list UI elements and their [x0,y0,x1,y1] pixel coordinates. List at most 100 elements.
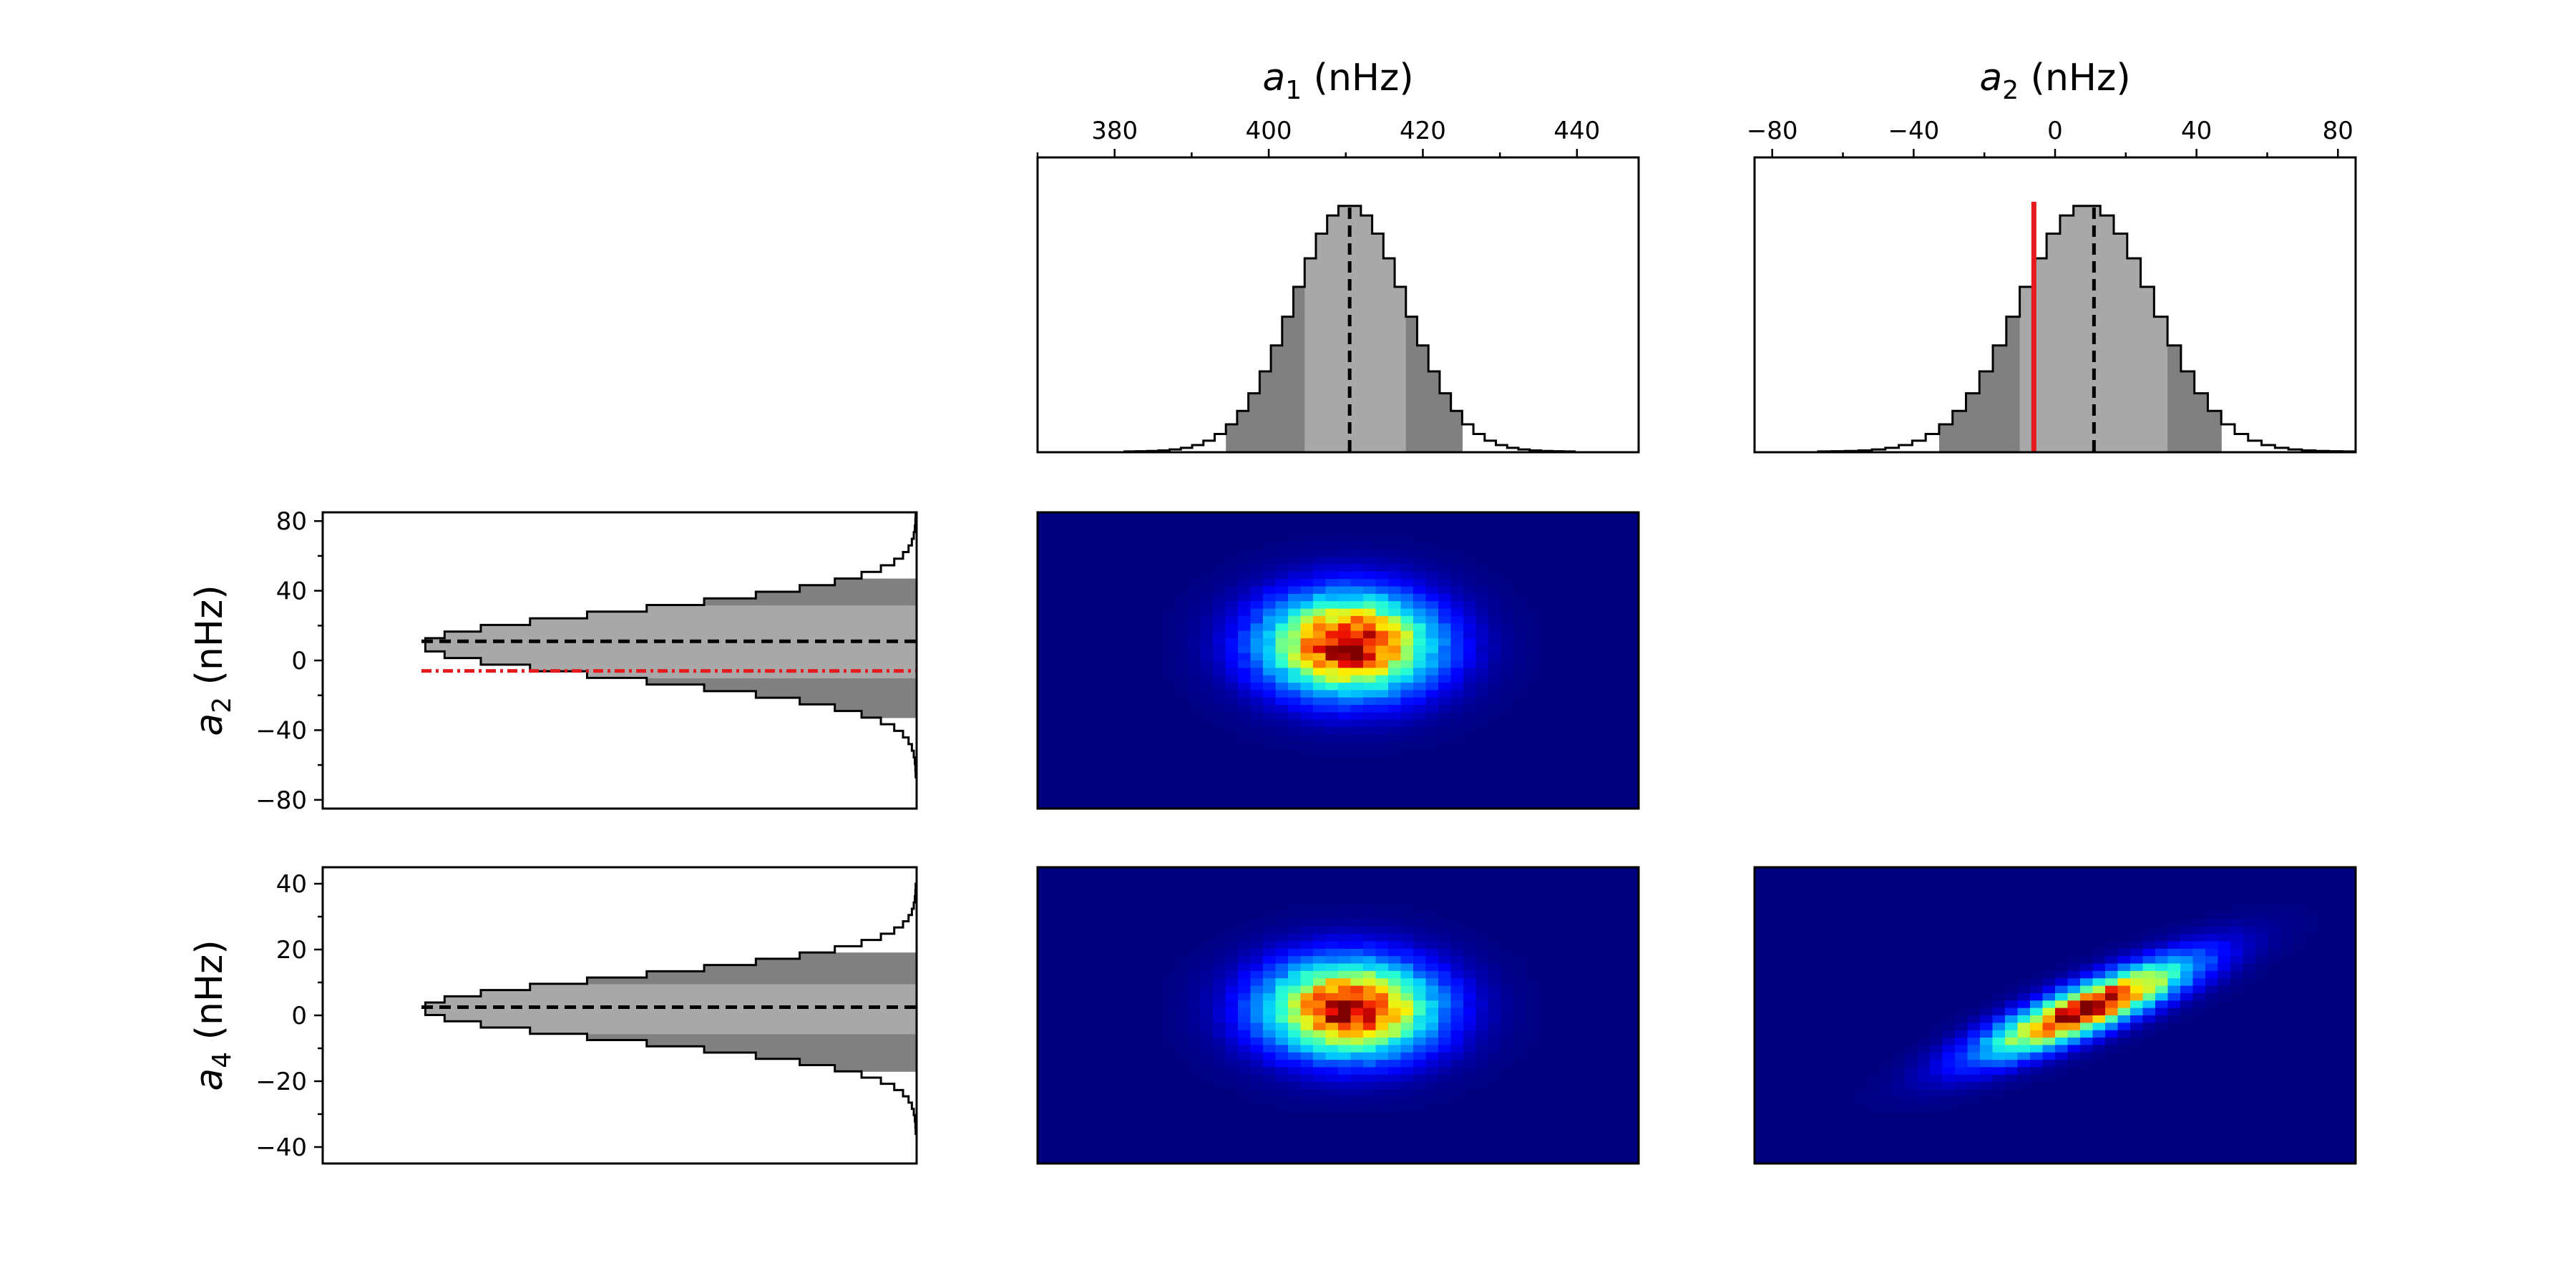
density-cell [1388,675,1402,683]
density-cell [1200,1023,1214,1031]
density-cell [1917,1089,1931,1098]
density-cell [1463,601,1477,610]
density-cell [1325,683,1339,691]
density-cell [1375,1023,1389,1031]
density-cell [2030,1008,2044,1016]
density-cell [1288,1096,1302,1105]
density-cell [2180,992,2194,1002]
density-cell [2205,978,2219,987]
density-cell [1213,683,1226,691]
density-cell [1438,956,1452,965]
density-cell [2105,970,2119,980]
density-cell [1338,956,1352,965]
density-cell [2243,904,2256,912]
density-cell [1388,1052,1402,1060]
density-cell [1338,1023,1352,1031]
density-cell [2205,934,2219,942]
density-cell [1225,985,1239,994]
density-cell [1250,919,1264,927]
density-cell [1300,1030,1314,1038]
density-cell [1475,970,1489,980]
density-cell [1225,934,1239,942]
density-cell [1942,1023,1956,1031]
density-cell [1188,586,1201,595]
density-cell [1905,1052,1918,1060]
density-cell [2005,1008,2019,1016]
density-cell [1263,963,1277,972]
density-cell [1450,660,1464,669]
density-cell [2155,985,2169,994]
density-cell [1263,1096,1277,1105]
density-cell [1250,593,1264,602]
density-cell [1325,727,1339,736]
density-cell [1363,535,1377,543]
density-cell [1275,630,1289,639]
density-cell [1363,926,1377,935]
density-cell [1263,727,1277,736]
density-cell [2042,985,2056,994]
density-cell [1475,956,1489,965]
density-cell [1438,675,1452,683]
density-cell [1338,645,1352,654]
density-cell [1513,1045,1527,1053]
density-cell [1288,586,1302,595]
density-cell [2017,1008,2031,1016]
density-cell [1400,985,1414,994]
density-cell [1388,608,1402,617]
density-cell [1238,734,1252,743]
density-cell [1325,571,1339,580]
density-cell [1300,535,1314,543]
density-cell [2306,912,2319,920]
density-cell [1250,978,1264,987]
density-cell [1955,1045,1968,1053]
density-cell [1300,705,1314,713]
density-cell [2192,978,2206,987]
density-cell [1300,1023,1314,1031]
density-cell [1450,719,1464,728]
hist-bar [1979,371,1994,452]
density-cell [1238,683,1252,691]
density-cell [1200,579,1214,587]
density-cell [1438,564,1452,572]
density-cell [1250,586,1264,595]
density-cell [1250,579,1264,587]
density-cell [1188,579,1201,587]
density-cell [1400,535,1414,543]
density-cell [2092,1045,2106,1053]
density-cell [1967,1060,1981,1068]
density-cell [1275,741,1289,750]
density-cell [1225,564,1239,572]
density-cell [1300,1082,1314,1091]
density-cell [1450,571,1464,580]
hist-bar [1338,205,1350,452]
density-cell [1213,660,1226,669]
density-cell [1350,1000,1364,1009]
density-cell [1488,586,1502,595]
density-cell [1213,630,1226,639]
density-cell [1188,638,1201,647]
density-cell [1163,970,1176,980]
density-cell [1325,904,1339,912]
density-cell [2105,978,2119,987]
density-cell [1225,623,1239,632]
density-cell [1338,948,1352,957]
density-cell [2155,956,2169,965]
density-cell [1363,719,1377,728]
density-cell [1880,1089,1893,1098]
density-cell [1488,941,1502,950]
density-cell [1275,985,1289,994]
density-cell [1200,1008,1214,1016]
density-cell [2155,1023,2169,1031]
density-cell [2192,1000,2206,1009]
density-cell [1313,904,1327,912]
density-cell [1213,645,1226,654]
density-cell [1238,963,1252,972]
density-cell [2230,934,2244,942]
density-cell [1338,1067,1352,1075]
density-cell [2067,1060,2081,1068]
density-cell [1413,645,1427,654]
density-cell [1288,705,1302,713]
density-cell [1400,623,1414,632]
density-cell [1400,549,1414,557]
density-cell [1942,1060,1956,1068]
